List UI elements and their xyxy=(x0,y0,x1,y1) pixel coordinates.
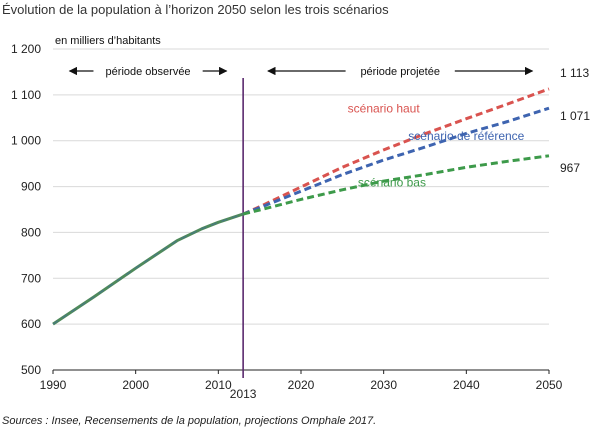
x-tick-label: 2000 xyxy=(122,378,149,392)
series-labels: scénario haut scénario de référence scénar… xyxy=(348,66,591,190)
y-axis-title: en milliers d’habitants xyxy=(55,35,161,47)
series-line-sc-nario-haut xyxy=(242,87,550,216)
series-lines xyxy=(52,87,550,326)
y-tick-label: 900 xyxy=(21,180,41,194)
y-tick-label: 1 000 xyxy=(11,134,41,148)
period-label-bg xyxy=(93,62,203,78)
y-tick-label: 1 100 xyxy=(11,88,41,102)
series-line-overlay xyxy=(52,213,244,325)
x-tick-label: 2040 xyxy=(453,378,480,392)
end-value-label: 967 xyxy=(560,161,580,175)
series-label: scénario de référence xyxy=(408,129,524,143)
x-tick-label: 1990 xyxy=(40,378,67,392)
x-tick-label: 2050 xyxy=(536,378,563,392)
x-tick-label: 2010 xyxy=(205,378,232,392)
period-label-bg xyxy=(345,62,455,78)
series-line-sc-nario-de-r-f-rence xyxy=(242,106,550,216)
y-tick-label: 700 xyxy=(21,271,41,285)
grid-lines xyxy=(53,48,549,325)
y-tick-label: 1 200 xyxy=(11,42,41,56)
period-annotations: période observée période projetée xyxy=(68,62,534,78)
series-line-observ- xyxy=(52,212,244,326)
end-value-label: 1 113 xyxy=(560,66,589,80)
y-tick-label: 500 xyxy=(21,363,41,377)
y-tick-label: 600 xyxy=(21,317,41,331)
x-tick-label: 2030 xyxy=(370,378,397,392)
period-label: période projetée xyxy=(360,66,440,78)
x-tick-label: 2013 xyxy=(230,387,257,401)
y-tick-label: 800 xyxy=(21,225,41,239)
source-note: Sources : Insee, Recensements de la popu… xyxy=(2,415,377,427)
period-label: période observée xyxy=(106,66,191,78)
chart-title: Évolution de la population à l’horizon 2… xyxy=(2,2,389,17)
x-axis xyxy=(52,369,550,374)
end-value-label: 1 071 xyxy=(560,109,590,123)
y-axis-tick-labels: 500 600 700 800 900 1 000 1 100 1 200 xyxy=(11,42,41,377)
x-tick-label: 2020 xyxy=(288,378,315,392)
series-label: scénario bas xyxy=(358,176,426,190)
series-line-sc-nario-bas xyxy=(242,154,550,216)
series-label: scénario haut xyxy=(348,101,421,115)
